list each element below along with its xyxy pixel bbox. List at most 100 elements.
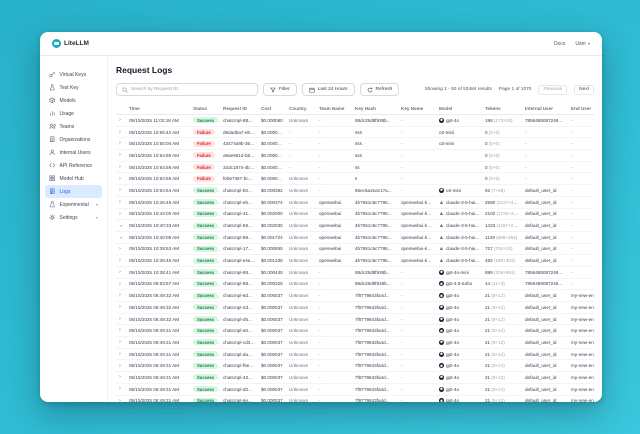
cell-request-id[interactable]: chatcmpl-eb6e... <box>220 196 258 209</box>
cell-request-id[interactable]: chatcmpl-8B07... <box>220 114 258 127</box>
table-row: › 05/15/2025 10:43:00 AM Success chatcmpl-4… <box>116 208 594 221</box>
row-expand-chevron-icon[interactable]: › <box>119 350 121 357</box>
cell-request-id[interactable]: chatcmpl-88P7... <box>220 266 258 279</box>
cell-request-id[interactable]: chatcmpl-1748... <box>220 243 258 256</box>
cell-request-id[interactable]: chatcmpl-883a... <box>220 231 258 244</box>
cell-time: 05/15/2025 08:49:32 AM <box>126 301 190 314</box>
row-expand-chevron-icon[interactable]: › <box>119 187 121 194</box>
sidebar-item-model-hub[interactable]: Model Hub <box>45 172 102 185</box>
next-page-button[interactable]: Next <box>574 84 594 95</box>
cell-request-id[interactable]: feb67387-bcc2... <box>220 172 258 186</box>
row-expand-chevron-icon[interactable]: › <box>119 245 121 252</box>
row-expand-chevron-icon[interactable]: › <box>119 315 121 322</box>
row-expand-chevron-icon[interactable]: › <box>119 269 121 276</box>
openai-icon: ✱ <box>439 117 444 123</box>
table-row: › 05/15/2025 10:54:59 AM Failure a9ae681d-b… <box>116 149 594 162</box>
row-expand-chevron-icon[interactable]: › <box>119 198 121 205</box>
cell-time: 05/15/2025 10:54:58 AM <box>126 172 190 186</box>
cell-request-id[interactable]: chatcmpl-2d0f... <box>220 301 258 314</box>
docs-link[interactable]: Docs <box>554 40 566 47</box>
cell-request-id[interactable]: chatcmpl-esa6... <box>220 254 258 267</box>
sidebar-item-experimental[interactable]: Experimental ▾ <box>45 198 102 211</box>
cell-end-user: - <box>568 172 594 186</box>
cell-request-id[interactable]: chatcmpl-b07e... <box>220 184 258 197</box>
row-expand-chevron-icon[interactable]: › <box>119 304 121 311</box>
cell-request-id[interactable]: chatcmpl-6db7... <box>220 289 258 302</box>
sidebar-item-teams[interactable]: Teams <box>45 120 102 133</box>
user-menu[interactable]: User ▾ <box>575 41 590 47</box>
cell-request-id[interactable]: a9ae681d-b8b8... <box>220 149 258 162</box>
cell-model <box>436 172 482 186</box>
cell-request-id[interactable]: chatcmpl-6ed8... <box>220 395 258 402</box>
cell-request-id[interactable]: 43474a9b-3508... <box>220 137 258 151</box>
row-expand-chevron-icon[interactable]: › <box>119 292 121 299</box>
cell-request-id[interactable]: chatcmpl-cd3b... <box>220 336 258 349</box>
row-expand-chevron-icon[interactable]: › <box>119 327 121 334</box>
sidebar-item-models[interactable]: Models <box>45 94 102 107</box>
row-expand-chevron-icon[interactable]: › <box>119 257 121 264</box>
cell-request-id[interactable]: 32dc1874-4b4e... <box>220 161 258 174</box>
row-expand-chevron-icon[interactable]: › <box>119 163 121 170</box>
sidebar-item-test-key[interactable]: Test Key <box>45 81 102 94</box>
row-expand-chevron-icon[interactable]: › <box>119 140 121 147</box>
beaker-icon <box>49 201 55 208</box>
cell-key-name: - <box>398 348 436 361</box>
cell-key-hash: 7f8779843fa4d... <box>352 301 398 314</box>
sidebar-item-logs[interactable]: Logs <box>45 185 102 198</box>
cell-request-id[interactable]: chatcmpl-5858... <box>220 219 258 232</box>
time-range-button[interactable]: Last 24 Hours <box>301 83 355 96</box>
cell-internal-user: default_user_id <box>522 324 568 338</box>
row-expand-chevron-icon[interactable]: › <box>119 362 121 369</box>
refresh-button[interactable]: Refresh <box>359 83 400 96</box>
cell-request-id[interactable]: chatcmpl-a007... <box>220 324 258 338</box>
cell-request-id[interactable]: chatcmpl-f5e7... <box>220 359 258 373</box>
cell-request-id[interactable]: chatcmpl-d065... <box>220 383 258 396</box>
cell-time: 05/15/2025 09:53:57 AM <box>126 278 190 291</box>
filter-button[interactable]: Filter <box>263 83 297 96</box>
cell-request-id[interactable]: chatcmpl-d52a... <box>220 313 258 326</box>
sidebar-item-organizations[interactable]: Organizations <box>45 133 102 146</box>
cell-cost: $0.000037 <box>258 289 286 302</box>
model-name: gpt-4o <box>446 351 460 357</box>
table-row: › 05/15/2025 08:49:31 AM Success chatcmpl-4… <box>116 371 594 384</box>
openai-icon: ✱ <box>439 269 444 275</box>
row-expand-chevron-icon[interactable]: › <box>117 225 124 227</box>
previous-page-button[interactable]: Previous <box>538 84 568 95</box>
status-badge: Success <box>193 351 218 358</box>
row-expand-chevron-icon[interactable]: › <box>119 152 121 159</box>
row-expand-chevron-icon[interactable]: › <box>119 128 121 135</box>
row-expand-chevron-icon[interactable]: › <box>119 175 121 182</box>
table-row: › 05/15/2025 08:49:31 AM Success chatcmpl-c… <box>116 336 594 349</box>
cell-country: Unknown <box>286 289 316 302</box>
row-expand-chevron-icon[interactable]: › <box>119 385 121 392</box>
search-input[interactable]: Search by Request ID <box>116 83 258 96</box>
cell-tokens: 21 (9+12) <box>482 289 522 302</box>
cell-model: ✱ gpt-4o-mini <box>436 266 482 279</box>
sidebar-item-settings[interactable]: Settings ▾ <box>45 211 102 224</box>
sidebar-item-label: Model Hub <box>59 175 84 182</box>
row-expand-chevron-icon[interactable]: › <box>119 397 121 402</box>
cell-country: Unknown <box>286 219 316 232</box>
sidebar-item-virtual-keys[interactable]: Virtual Keys <box>45 68 102 81</box>
cell-request-id[interactable]: chatcmpl-da65... <box>220 348 258 361</box>
row-expand-chevron-icon[interactable]: › <box>119 280 121 287</box>
cell-cost: $0.000037 <box>258 359 286 373</box>
anthropic-icon: A <box>440 199 443 205</box>
sidebar-item-usage[interactable]: Usage <box>45 107 102 120</box>
openai-icon: ✱ <box>439 339 444 345</box>
row-expand-chevron-icon[interactable]: › <box>119 210 121 217</box>
row-expand-chevron-icon[interactable]: › <box>119 117 121 124</box>
cell-request-id[interactable]: chatcmpl-4177... <box>220 208 258 221</box>
row-expand-chevron-icon[interactable]: › <box>117 236 124 239</box>
cell-team-name: - <box>316 161 352 174</box>
cell-request-id[interactable]: chatcmpl-43e9... <box>220 371 258 384</box>
row-expand-chevron-icon[interactable]: › <box>119 339 121 346</box>
row-expand-chevron-icon[interactable]: › <box>119 374 121 381</box>
sidebar-item-api-reference[interactable]: API Reference <box>45 159 102 172</box>
status-badge: Failure <box>193 129 215 136</box>
cell-tokens: 2102 (1732+370) <box>482 208 522 221</box>
cell-request-id[interactable]: d8dad5a7-eb08... <box>220 126 258 139</box>
cell-request-id[interactable]: chatcmpl-88P3... <box>220 278 258 291</box>
sidebar-item-internal-users[interactable]: Internal Users <box>45 146 102 159</box>
